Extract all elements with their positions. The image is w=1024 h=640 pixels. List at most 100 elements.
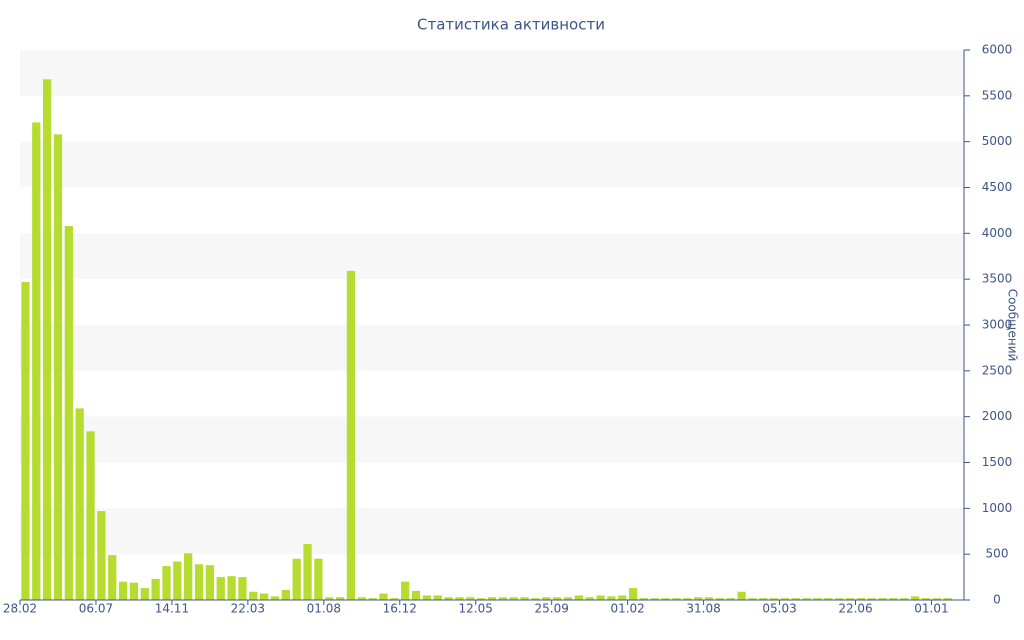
x-tick-label: 31.08 [686, 602, 720, 616]
grid-band [20, 233, 964, 280]
bar [21, 281, 30, 600]
x-tick-label: 12.05 [459, 602, 493, 616]
bar [411, 590, 421, 600]
bar [856, 598, 866, 600]
bar [780, 598, 790, 600]
bar [433, 595, 442, 600]
bar [227, 576, 236, 600]
grid-band [20, 508, 964, 555]
bar [32, 122, 41, 601]
bar [824, 598, 833, 600]
bar [118, 581, 128, 600]
bar [574, 595, 583, 600]
x-tick-label: 14.11 [155, 602, 189, 616]
y-tick-label: 500 [986, 547, 1009, 561]
bar [726, 598, 735, 600]
bar [140, 588, 149, 600]
y-tick-label: 4000 [982, 226, 1013, 240]
grid-band [20, 325, 964, 371]
bar [216, 577, 225, 600]
grid-band [20, 50, 964, 96]
bar [607, 596, 616, 600]
y-tick-label: 2500 [982, 363, 1013, 377]
bar [43, 79, 52, 601]
bar [390, 598, 399, 600]
bar [900, 598, 909, 600]
bar [683, 598, 692, 600]
bar [368, 598, 377, 600]
bar [639, 598, 649, 600]
x-tick-label: 22.03 [231, 602, 265, 616]
bar [661, 598, 670, 600]
y-tick-label: 1000 [982, 501, 1013, 515]
bar [401, 581, 410, 600]
bar [64, 226, 73, 600]
bar [238, 577, 247, 600]
bar [509, 597, 518, 600]
y-tick-label: 4500 [982, 180, 1013, 194]
bar [205, 565, 215, 600]
bar [151, 578, 160, 600]
bar [97, 511, 106, 600]
bar [563, 597, 573, 600]
y-tick-label: 5500 [982, 88, 1013, 102]
bar [86, 431, 95, 600]
bar [921, 598, 931, 600]
bar [292, 558, 301, 600]
bar [672, 598, 681, 600]
bar [249, 591, 258, 600]
bar [498, 597, 507, 600]
bar [867, 598, 876, 600]
bar [585, 597, 594, 600]
bar [813, 598, 822, 600]
x-tick-label: 25.09 [534, 602, 568, 616]
y-axis-title: Сообщений [1006, 289, 1020, 362]
y-tick-label: 1500 [982, 455, 1013, 469]
bar [270, 596, 280, 600]
bar [444, 597, 453, 600]
x-tick-label: 01.02 [610, 602, 644, 616]
bar [552, 597, 562, 600]
y-tick-label: 2000 [982, 409, 1013, 423]
bar [422, 595, 432, 600]
y-tick-label: 5000 [982, 134, 1013, 148]
chart-title: Статистика активности [417, 16, 605, 34]
bar [694, 597, 703, 600]
bar [184, 553, 193, 600]
bar [911, 596, 920, 600]
bar [357, 597, 366, 600]
bar [628, 588, 638, 600]
x-tick-label: 01.08 [307, 602, 341, 616]
bar [129, 582, 139, 600]
bar [303, 544, 312, 600]
bar [932, 598, 941, 600]
bar [75, 408, 84, 600]
bar [596, 595, 605, 600]
bar [650, 598, 659, 600]
x-tick-label: 05.03 [762, 602, 796, 616]
bar [379, 593, 388, 600]
x-tick-label: 01.01 [914, 602, 948, 616]
bar [346, 270, 356, 600]
bar [335, 597, 345, 600]
bar [173, 561, 182, 600]
x-tick-label: 16.12 [383, 602, 417, 616]
bar [769, 598, 779, 600]
bar [802, 598, 811, 600]
bar [325, 597, 334, 600]
bar [737, 591, 746, 600]
x-tick-label: 22.06 [838, 602, 872, 616]
x-tick-label: 06.07 [79, 602, 113, 616]
bar [487, 597, 497, 600]
bar [53, 134, 63, 601]
grid-band [20, 141, 964, 188]
bar [466, 597, 475, 600]
bar [162, 566, 171, 600]
bar [477, 598, 486, 600]
bar [108, 555, 117, 600]
bar [715, 598, 724, 600]
grid-band [20, 416, 964, 463]
x-tick-label: 28.02 [3, 602, 37, 616]
bar [943, 598, 952, 600]
